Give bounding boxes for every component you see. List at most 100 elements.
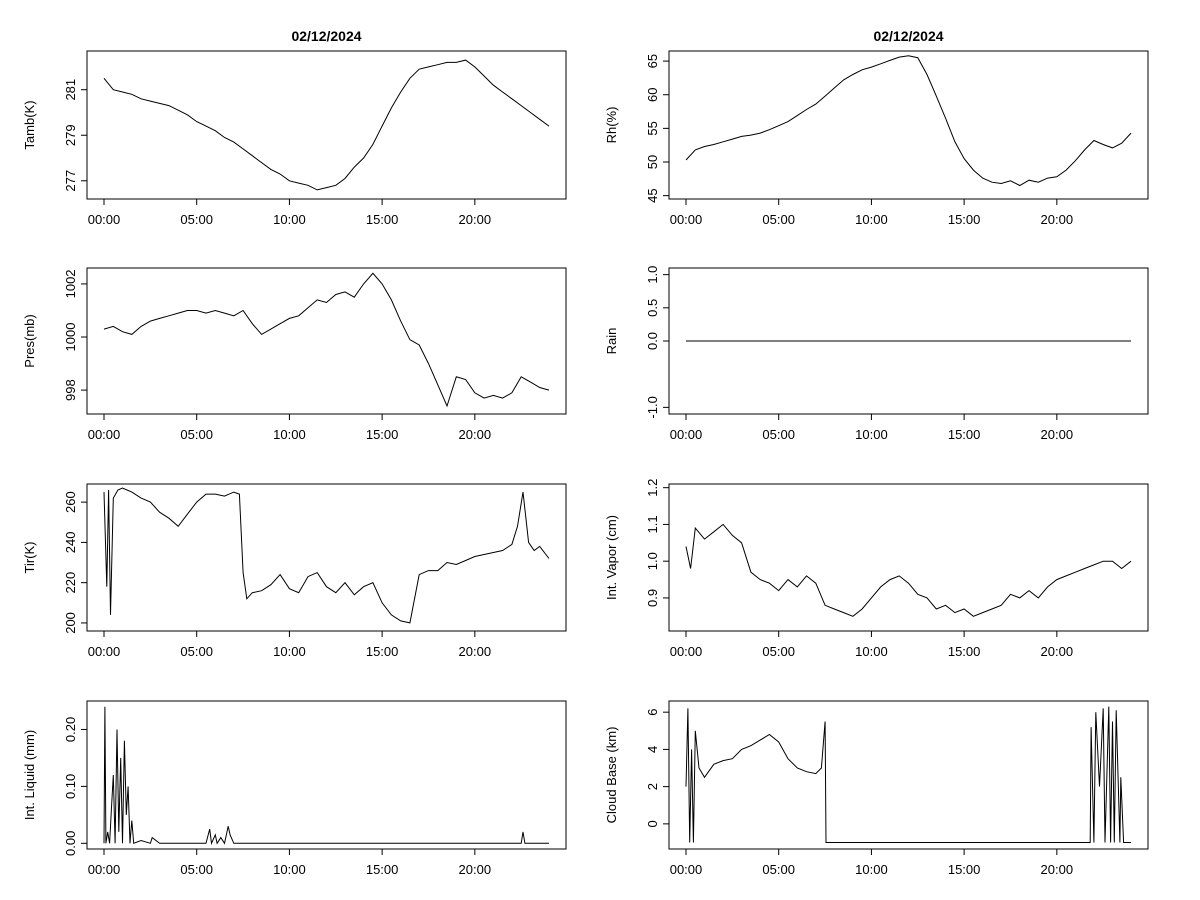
y-tick-label: 65 xyxy=(645,54,660,68)
panel-rain: Rain -1.0 0.0 0.5 1.0 00:00 05:00 10:00 15:00 20:… xyxy=(604,266,1149,442)
y-axis-label: Rh(%) xyxy=(604,107,619,144)
x-tick-label: 10:00 xyxy=(855,427,888,442)
plot-frame xyxy=(668,50,1149,200)
y-tick-label: 0.10 xyxy=(63,774,78,799)
y-tick-label: 50 xyxy=(645,155,660,169)
panel-pres-mb-: Pres(mb) 998 1000 1002 00:00 05:00 10:00 15:00 2… xyxy=(22,267,567,442)
y-tick-label: 2 xyxy=(645,783,660,790)
x-tick-label: 20:00 xyxy=(459,862,492,877)
y-tick-label: 6 xyxy=(645,709,660,716)
x-tick-label: 20:00 xyxy=(1041,427,1074,442)
y-axis-label: Tamb(K) xyxy=(22,100,37,149)
y-tick-label: 998 xyxy=(63,379,78,401)
y-axis-label: Pres(mb) xyxy=(22,314,37,367)
x-tick-label: 05:00 xyxy=(180,212,213,227)
x-tick-label: 00:00 xyxy=(88,644,121,659)
plot-frame xyxy=(86,700,567,850)
series-line xyxy=(103,706,549,846)
y-tick-label: 1.0 xyxy=(645,552,660,570)
x-tick-label: 10:00 xyxy=(273,212,306,227)
plot-frame xyxy=(86,50,567,200)
x-tick-label: 00:00 xyxy=(670,644,703,659)
x-tick-label: 05:00 xyxy=(762,644,795,659)
x-tick-label: 10:00 xyxy=(855,862,888,877)
y-tick-label: 1.0 xyxy=(645,266,660,284)
panel-int-vapor-cm-: Int. Vapor (cm) 0.9 1.0 1.1 1.2 00:00 05:00 10:… xyxy=(604,479,1149,659)
y-tick-label: 1002 xyxy=(63,269,78,298)
x-tick-label: 00:00 xyxy=(670,862,703,877)
x-tick-label: 10:00 xyxy=(273,644,306,659)
series-line xyxy=(685,706,1131,843)
x-tick-label: 15:00 xyxy=(948,212,981,227)
x-tick-label: 00:00 xyxy=(88,427,121,442)
x-tick-label: 05:00 xyxy=(180,862,213,877)
x-tick-label: 15:00 xyxy=(366,427,399,442)
x-tick-label: 05:00 xyxy=(180,644,213,659)
panel-cloud-base-km-: Cloud Base (km) 0 2 4 6 00:00 05:00 10:00 15:00 2… xyxy=(604,700,1149,877)
y-tick-label: 0 xyxy=(645,820,660,827)
x-tick-label: 15:00 xyxy=(366,644,399,659)
y-tick-label: 0.20 xyxy=(63,717,78,742)
y-axis-label: Rain xyxy=(604,328,619,355)
x-tick-label: 10:00 xyxy=(855,644,888,659)
x-tick-label: 15:00 xyxy=(366,212,399,227)
x-tick-label: 00:00 xyxy=(670,427,703,442)
panel-tir-k-: Tir(K) 200 220 240 260 00:00 05:00 10:00 15:00 20… xyxy=(22,483,567,659)
y-tick-label: 0.9 xyxy=(645,589,660,607)
y-tick-label: 260 xyxy=(63,491,78,513)
plot-frame xyxy=(668,700,1149,850)
x-tick-label: 05:00 xyxy=(762,212,795,227)
y-axis-label: Int. Vapor (cm) xyxy=(604,515,619,600)
x-tick-label: 00:00 xyxy=(88,212,121,227)
y-tick-label: 60 xyxy=(645,87,660,101)
x-tick-label: 20:00 xyxy=(459,212,492,227)
x-tick-label: 10:00 xyxy=(273,862,306,877)
y-tick-label: 0.0 xyxy=(645,332,660,350)
x-tick-label: 15:00 xyxy=(366,862,399,877)
plot-frame xyxy=(668,483,1149,632)
x-tick-label: 05:00 xyxy=(762,862,795,877)
y-tick-label: 281 xyxy=(63,79,78,101)
y-axis-label: Tir(K) xyxy=(22,541,37,573)
y-tick-label: 240 xyxy=(63,532,78,554)
y-tick-label: 277 xyxy=(63,170,78,192)
chart-title: 02/12/2024 xyxy=(873,28,943,44)
chart-title: 02/12/2024 xyxy=(291,28,361,44)
y-tick-label: 279 xyxy=(63,124,78,146)
x-tick-label: 10:00 xyxy=(855,212,888,227)
x-tick-label: 20:00 xyxy=(1041,212,1074,227)
x-tick-label: 00:00 xyxy=(88,862,121,877)
x-tick-label: 15:00 xyxy=(948,862,981,877)
x-tick-label: 15:00 xyxy=(948,427,981,442)
y-axis-label: Int. Liquid (mm) xyxy=(22,730,37,820)
x-tick-label: 15:00 xyxy=(948,644,981,659)
x-tick-label: 20:00 xyxy=(1041,644,1074,659)
series-line xyxy=(103,59,550,191)
y-tick-label: 1.2 xyxy=(645,479,660,497)
x-tick-label: 10:00 xyxy=(273,427,306,442)
series-line xyxy=(103,487,550,624)
y-axis-label: Cloud Base (km) xyxy=(604,727,619,824)
x-tick-label: 20:00 xyxy=(459,644,492,659)
plot-frame xyxy=(86,267,567,415)
x-tick-label: 20:00 xyxy=(459,427,492,442)
y-tick-label: 1.1 xyxy=(645,515,660,533)
y-tick-label: 220 xyxy=(63,572,78,594)
y-tick-label: 45 xyxy=(645,188,660,202)
x-tick-label: 00:00 xyxy=(670,212,703,227)
y-tick-label: 0.5 xyxy=(645,299,660,317)
x-tick-label: 20:00 xyxy=(1041,862,1074,877)
panel-rh-: 02/12/2024 Rh(%) 45 50 55 60 65 00:00 05:00 10:00… xyxy=(604,28,1149,227)
x-tick-label: 05:00 xyxy=(180,427,213,442)
plot-frame xyxy=(86,483,567,632)
y-tick-label: 55 xyxy=(645,121,660,135)
y-tick-label: 200 xyxy=(63,612,78,634)
series-line xyxy=(103,272,550,408)
y-tick-label: -1.0 xyxy=(645,396,660,418)
y-tick-label: 1000 xyxy=(63,323,78,352)
panel-tamb-k-: 02/12/2024 Tamb(K) 277 279 281 00:00 05:00 10:0… xyxy=(22,28,567,227)
series-line xyxy=(685,523,1132,617)
x-tick-label: 05:00 xyxy=(762,427,795,442)
panel-int-liquid-mm-: Int. Liquid (mm) 0.00 0.10 0.20 00:00 05:00 10… xyxy=(22,700,567,877)
